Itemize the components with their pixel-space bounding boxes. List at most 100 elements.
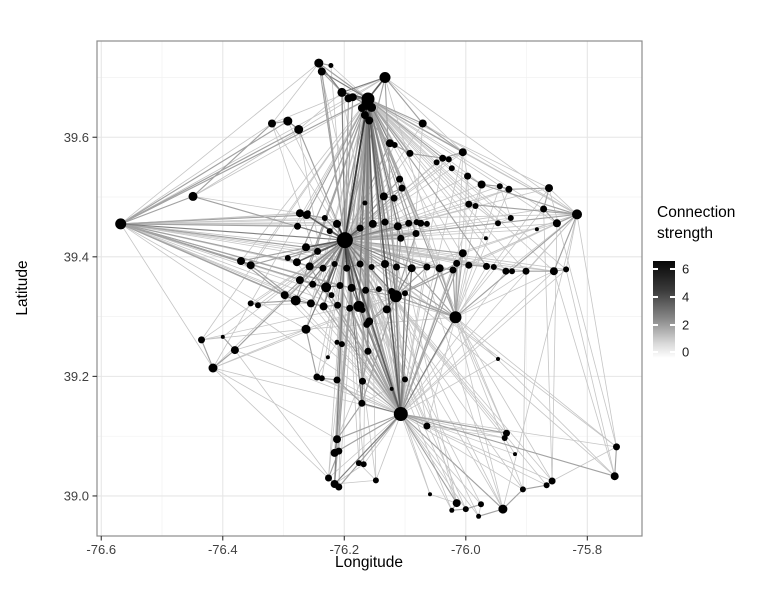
- graph-node: [360, 111, 369, 120]
- graph-node: [458, 249, 467, 258]
- graph-edge: [384, 77, 456, 318]
- legend-bar-tick: [670, 323, 675, 326]
- graph-node: [435, 264, 444, 273]
- graph-edge: [400, 413, 458, 504]
- legend-tick-label: 6: [682, 261, 690, 277]
- legend-bar-tick: [670, 351, 675, 354]
- graph-edge: [305, 316, 456, 330]
- graph-edge: [325, 98, 369, 288]
- legend-bar-tick: [653, 296, 658, 299]
- legend-bar-tick: [670, 268, 675, 271]
- graph-node: [448, 165, 455, 172]
- graph-edge: [395, 233, 417, 297]
- graph-edge: [362, 380, 402, 415]
- graph-node: [496, 357, 500, 361]
- graph-node: [348, 93, 357, 102]
- graph-node: [498, 504, 508, 514]
- graph-edge: [368, 295, 397, 322]
- y-tick-label: 39.0: [64, 488, 89, 503]
- axis-ticks: [92, 136, 588, 541]
- graph-node: [333, 376, 341, 384]
- graph-node: [483, 262, 490, 270]
- graph-edge: [395, 295, 456, 318]
- graph-edge: [299, 279, 402, 415]
- graph-node: [328, 63, 334, 68]
- graph-node: [445, 156, 452, 163]
- graph-node: [313, 373, 321, 381]
- graph-node: [465, 200, 473, 208]
- graph-node: [346, 304, 354, 312]
- graph-edge: [400, 413, 504, 510]
- graph-edge: [297, 225, 346, 241]
- graph-node: [319, 302, 328, 311]
- graph-edge: [367, 98, 499, 224]
- graph-node: [458, 148, 467, 157]
- graph-edge: [400, 158, 444, 415]
- graph-node: [423, 422, 431, 430]
- graph-node: [610, 472, 619, 481]
- graph-node: [413, 219, 420, 226]
- graph-edge: [481, 183, 578, 215]
- graph-node: [552, 219, 561, 228]
- y-axis-title: Latitude: [14, 260, 31, 315]
- graph-node: [433, 159, 440, 166]
- graph-edge: [344, 239, 547, 486]
- graph-edge: [400, 413, 467, 510]
- graph-node: [449, 311, 462, 324]
- graph-edge: [328, 413, 402, 479]
- graph-edge: [455, 316, 617, 448]
- graph-edge: [400, 252, 464, 415]
- graph-edge: [400, 413, 479, 517]
- graph-edge: [344, 217, 511, 241]
- graph-edge: [212, 328, 307, 369]
- graph-node: [335, 447, 343, 455]
- axis-tick-labels: -76.6 -76.4 -76.2 -76.0 -75.8 39.6 39.4 39.2 39.…: [64, 130, 602, 557]
- graph-edge: [271, 77, 386, 124]
- graph-node: [314, 58, 324, 68]
- y-tick-label: 39.6: [64, 130, 89, 145]
- graph-node: [247, 300, 254, 307]
- graph-edge: [367, 98, 567, 270]
- graph-node: [230, 346, 239, 355]
- graph-edge: [395, 266, 428, 297]
- graph-edge: [543, 208, 578, 215]
- graph-node: [477, 180, 486, 189]
- legend-tick-label: 0: [682, 344, 690, 360]
- graph-edge: [120, 223, 332, 296]
- graph-node: [321, 282, 332, 293]
- graph-node: [306, 299, 315, 308]
- graph-node: [355, 460, 362, 467]
- graph-edge: [310, 239, 346, 304]
- graph-edge: [439, 268, 457, 318]
- graph-edge: [336, 379, 363, 404]
- graph-edge: [455, 265, 470, 318]
- graph-edge: [400, 268, 413, 415]
- graph-node: [198, 336, 205, 344]
- graph-edge: [120, 123, 273, 225]
- graph-edge: [367, 98, 402, 239]
- graph-edge: [338, 413, 402, 488]
- x-tick-label: -75.8: [572, 542, 602, 557]
- graph-node: [188, 191, 198, 201]
- graph-edge: [336, 402, 363, 440]
- graph-node: [572, 209, 582, 220]
- graph-edge: [271, 123, 346, 241]
- graph-edge: [455, 316, 615, 477]
- graph-edge: [454, 263, 458, 318]
- graph-edge: [120, 62, 320, 225]
- graph-edge: [384, 77, 424, 124]
- graph-edge: [271, 62, 320, 124]
- graph-node: [301, 324, 311, 334]
- graph-edge: [400, 413, 453, 511]
- graph-edge: [212, 367, 401, 415]
- graph-node: [453, 259, 461, 267]
- graph-edge: [334, 413, 402, 454]
- graph-edge: [120, 223, 361, 265]
- legend-bar-tick: [653, 268, 658, 271]
- graph-node: [268, 119, 276, 128]
- graph-edge: [400, 152, 464, 415]
- graph-node: [472, 203, 479, 209]
- graph-edge: [367, 351, 402, 415]
- graph-edge: [212, 349, 236, 369]
- graph-node: [294, 125, 304, 134]
